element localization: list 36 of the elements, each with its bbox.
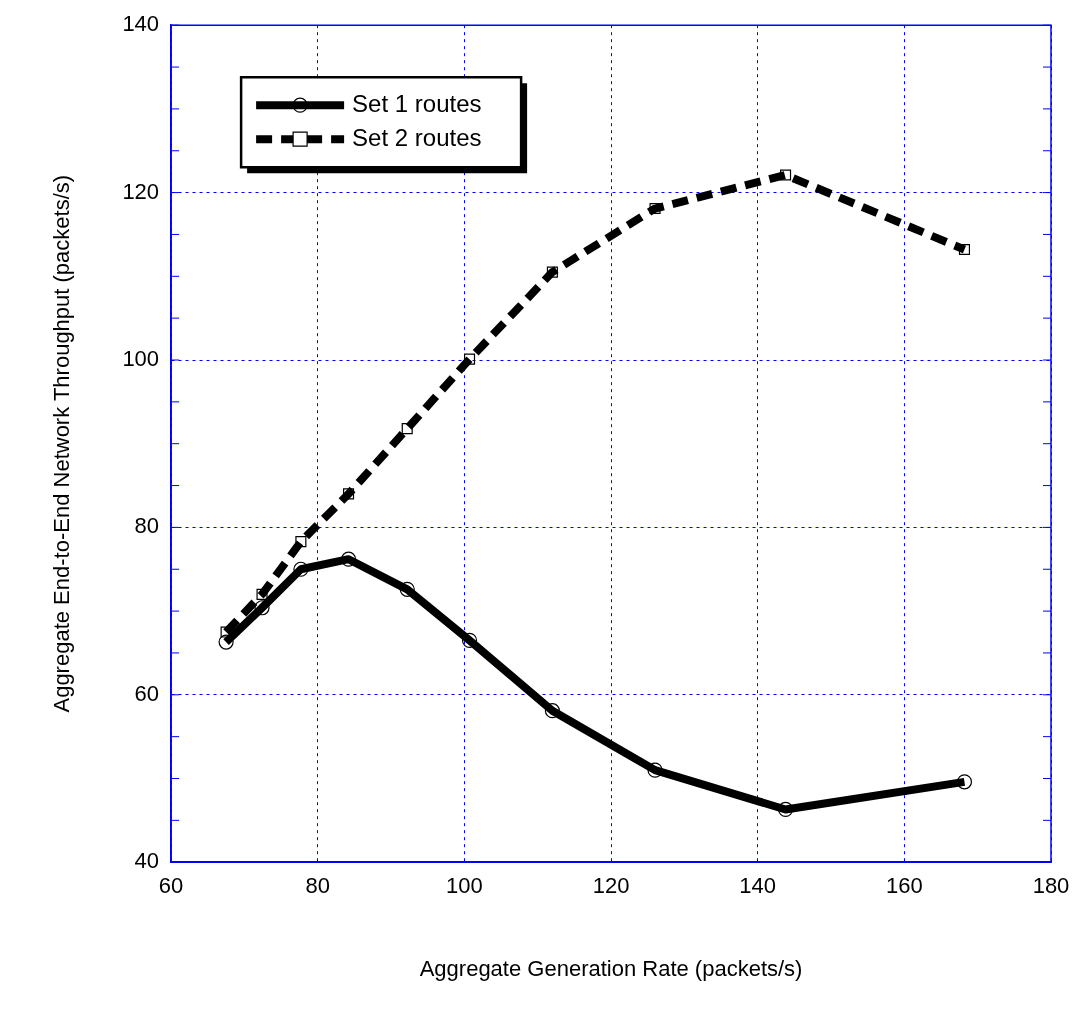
x-tick-label: 180: [1032, 873, 1070, 899]
point: [401, 423, 413, 435]
point: [780, 169, 792, 181]
point: [461, 632, 478, 648]
point: [399, 581, 415, 597]
y-tick-label: 80: [134, 513, 160, 539]
legend-label: Set 2 routes: [352, 123, 482, 151]
point: [463, 353, 476, 365]
x-tick-label: 120: [592, 873, 630, 899]
x-tick-label: 60: [158, 873, 184, 899]
y-axis-title: Aggregate End-to-End Network Throughput (packets/s): [49, 174, 75, 713]
point: [649, 202, 661, 215]
point: [293, 561, 309, 577]
point: [546, 266, 558, 278]
y-tick-label: 120: [122, 178, 160, 204]
x-tick-label: 80: [305, 873, 330, 899]
point: [340, 551, 357, 567]
x-tick-label: 160: [885, 873, 923, 899]
point: [777, 801, 794, 818]
point: [256, 588, 268, 600]
point: [956, 774, 973, 790]
point: [254, 600, 270, 616]
point: [544, 703, 560, 719]
y-tick-label: 40: [134, 848, 160, 874]
y-tick-label: 60: [134, 680, 160, 706]
point: [647, 762, 663, 778]
x-tick-label: 100: [446, 873, 483, 899]
point: [343, 488, 355, 500]
x-axis-title: Aggregate Generation Rate (packets/s): [419, 955, 803, 981]
point: [218, 634, 234, 650]
point: [958, 243, 971, 256]
y-tick-label: 140: [122, 11, 160, 37]
y-tick-label: 100: [122, 346, 160, 372]
legend-label: Set 1 routes: [352, 89, 482, 117]
x-tick-label: 140: [739, 873, 777, 899]
point: [295, 536, 307, 548]
